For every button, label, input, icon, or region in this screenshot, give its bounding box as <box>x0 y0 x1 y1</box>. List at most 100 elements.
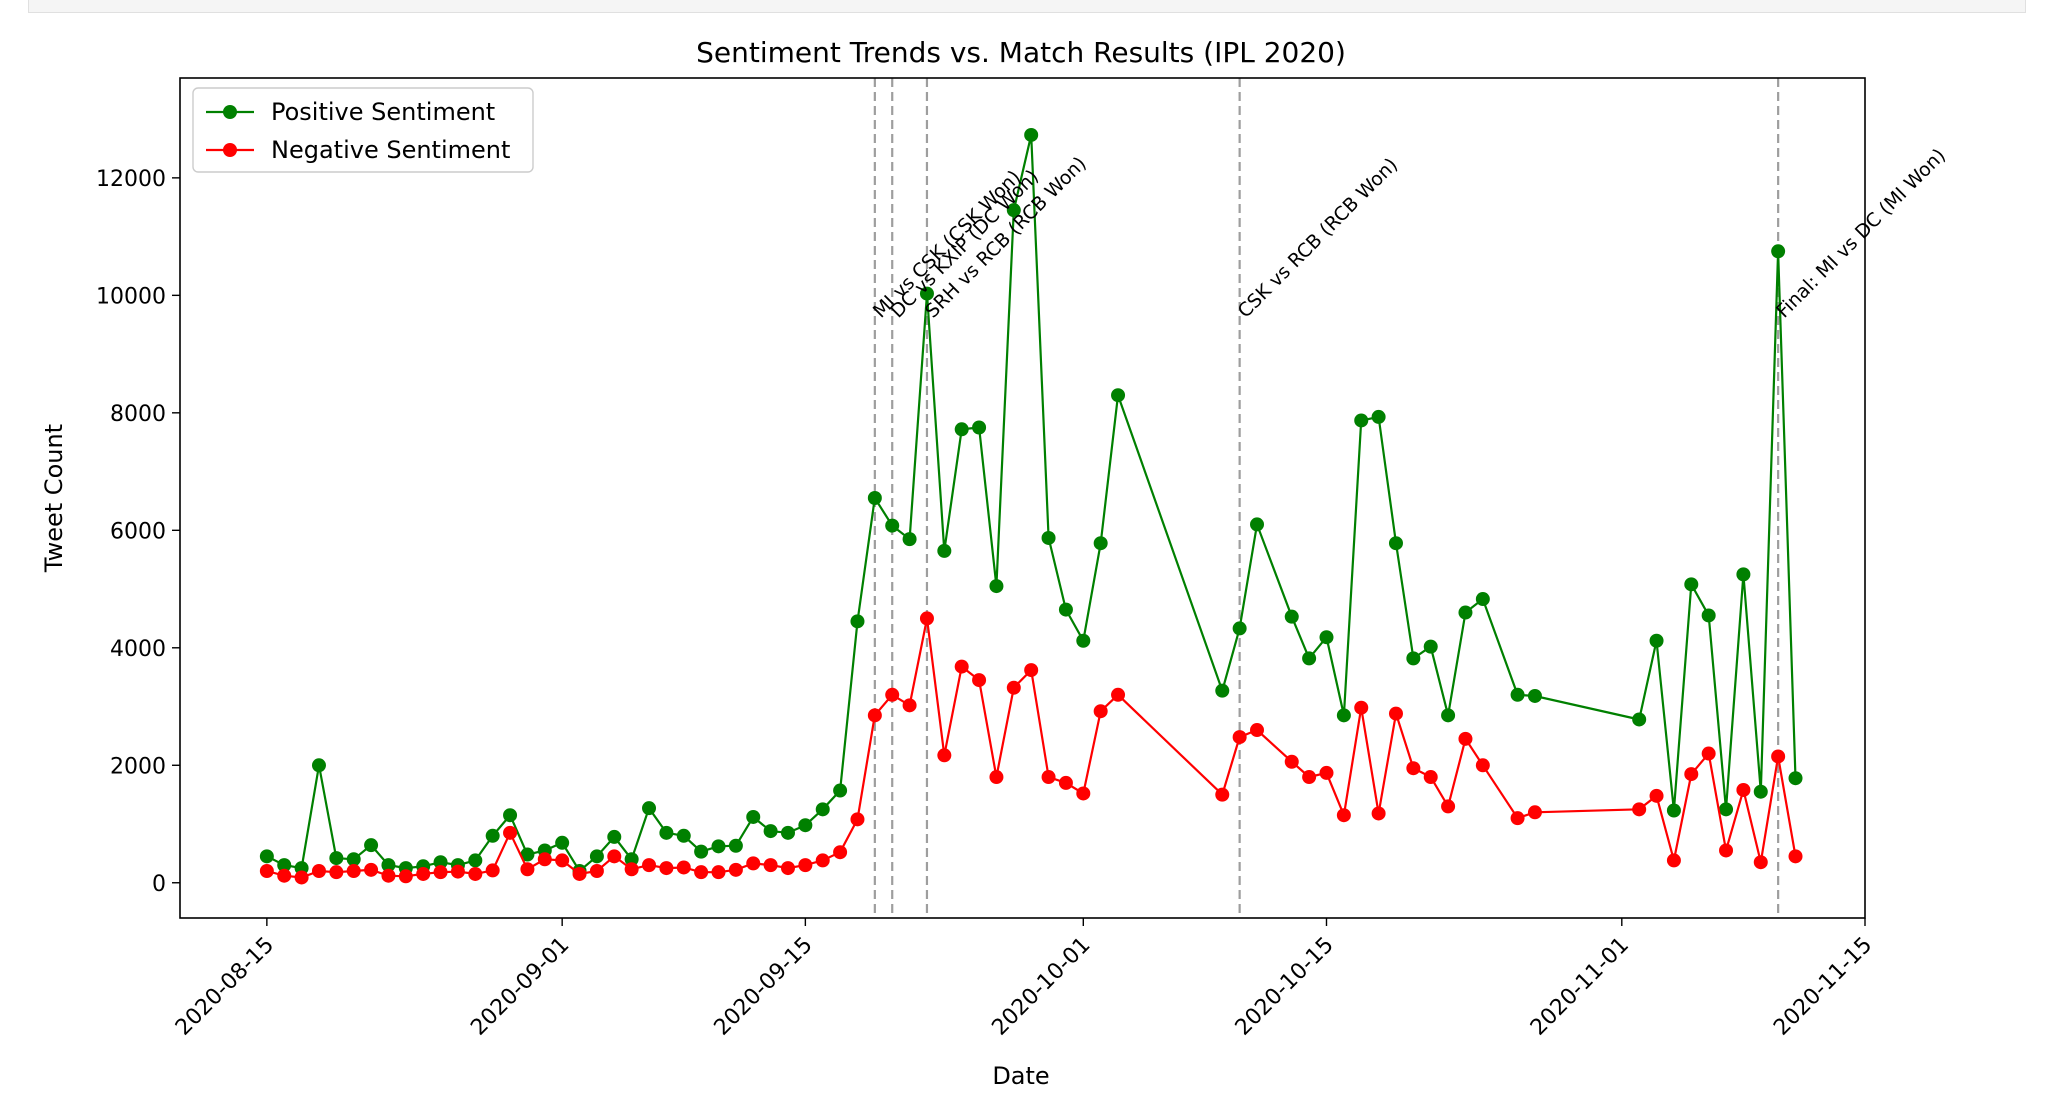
series-0-point-25 <box>694 844 709 859</box>
series-1-point-63 <box>1458 731 1473 746</box>
legend-box <box>192 87 534 173</box>
series-0-point-37 <box>902 532 917 547</box>
series-0-point-31 <box>798 818 813 833</box>
series-0-point-29 <box>763 824 778 839</box>
legend-label-1: Negative Sentiment <box>271 136 510 164</box>
y-tick-label-5: 10000 <box>96 284 166 309</box>
series-1-point-12 <box>468 866 483 881</box>
series-0-point-54 <box>1302 651 1317 666</box>
series-1-point-37 <box>902 698 917 713</box>
series-1-point-23 <box>659 861 674 876</box>
series-1-point-72 <box>1719 843 1734 858</box>
series-0-point-14 <box>503 808 518 823</box>
series-1-point-29 <box>763 858 778 873</box>
series-0-point-72 <box>1719 802 1734 817</box>
series-0-point-47 <box>1076 633 1091 648</box>
series-1-point-71 <box>1701 746 1716 761</box>
series-1-point-42 <box>989 770 1004 785</box>
series-0-point-48 <box>1093 536 1108 551</box>
series-1-point-59 <box>1388 706 1403 721</box>
series-1-point-53 <box>1284 754 1299 769</box>
legend-marker-1 <box>223 143 237 157</box>
series-0-point-40 <box>954 422 969 437</box>
series-1-point-64 <box>1475 758 1490 773</box>
series-1-point-41 <box>972 673 987 688</box>
series-0-point-42 <box>989 579 1004 594</box>
legend: Positive Sentiment Negative Sentiment <box>192 87 534 173</box>
series-0-point-76 <box>1788 771 1803 786</box>
x-tick-label-1: 2020-09-01 <box>466 933 574 1041</box>
match-label-3: CSK vs RCB (RCB Won) <box>1234 154 1403 323</box>
series-1-point-38 <box>919 611 934 626</box>
series-1-point-6 <box>364 862 379 877</box>
series-0-point-23 <box>659 825 674 840</box>
series-0-point-53 <box>1284 609 1299 624</box>
series-1-point-31 <box>798 858 813 873</box>
series-1-point-36 <box>885 687 900 702</box>
series-0-point-10 <box>433 855 448 870</box>
series-1-point-55 <box>1319 765 1334 780</box>
y-tick-label-2: 4000 <box>110 637 166 662</box>
series-0-point-46 <box>1058 602 1073 617</box>
series-1-point-30 <box>780 861 795 876</box>
series-1-point-44 <box>1024 663 1039 678</box>
series-0-point-55 <box>1319 630 1334 645</box>
legend-marker-0 <box>223 105 237 119</box>
series-0-point-34 <box>850 614 865 629</box>
series-0-point-43 <box>1006 203 1021 218</box>
match-label-4: Final: MI vs DC (MI Won) <box>1772 144 1950 322</box>
series-1-point-57 <box>1354 700 1369 715</box>
series-1-point-5 <box>346 864 361 879</box>
series-0-point-49 <box>1111 388 1126 403</box>
x-tick-label-0: 2020-08-15 <box>171 933 279 1041</box>
series-1-point-46 <box>1058 775 1073 790</box>
series-0-point-4 <box>329 851 344 866</box>
series-1-point-43 <box>1006 680 1021 695</box>
series-0-point-51 <box>1232 621 1247 636</box>
series-1-point-4 <box>329 865 344 880</box>
series-0-point-17 <box>555 835 570 850</box>
match-label-1: DC vs KXIP (DC Won) <box>886 166 1043 323</box>
series-1-point-56 <box>1336 808 1351 823</box>
series-0-point-59 <box>1388 536 1403 551</box>
series-line-0 <box>266 134 1797 873</box>
series-1-point-65 <box>1510 811 1525 826</box>
series-0-point-63 <box>1458 605 1473 620</box>
series-1-point-60 <box>1406 761 1421 776</box>
series-0-point-75 <box>1771 244 1786 259</box>
series-1-point-75 <box>1771 749 1786 764</box>
series-1-point-35 <box>867 708 882 723</box>
series-0-point-39 <box>937 543 952 558</box>
series-0-point-50 <box>1215 683 1230 698</box>
series-0-point-62 <box>1441 708 1456 723</box>
series-1-point-8 <box>398 869 413 884</box>
series-1-point-48 <box>1093 704 1108 719</box>
series-1-point-61 <box>1423 770 1438 785</box>
series-0-point-19 <box>589 849 604 864</box>
series-1-point-54 <box>1302 770 1317 785</box>
y-axis-label: Tweet Count <box>40 424 68 573</box>
y-tick-label-6: 12000 <box>96 167 166 192</box>
series-0-point-22 <box>642 801 657 816</box>
plot-frame <box>179 77 1866 919</box>
series-1-point-21 <box>624 862 639 877</box>
series-1-point-73 <box>1736 782 1751 797</box>
series-1-point-76 <box>1788 849 1803 864</box>
chart-title: Sentiment Trends vs. Match Results (IPL … <box>696 36 1346 69</box>
series-1-point-24 <box>676 860 691 875</box>
series-0-point-38 <box>919 286 934 301</box>
series-0-point-12 <box>468 853 483 868</box>
series-1-point-25 <box>694 865 709 880</box>
series-0-point-71 <box>1701 608 1716 623</box>
series-0-point-28 <box>746 809 761 824</box>
series-0-point-66 <box>1527 688 1542 703</box>
series-1-point-22 <box>642 858 657 873</box>
series-1-point-20 <box>607 849 622 864</box>
series-0-point-44 <box>1024 127 1039 142</box>
series-1-point-14 <box>503 825 518 840</box>
y-tick-label-4: 8000 <box>110 402 166 427</box>
series-1-point-13 <box>485 863 500 878</box>
series-0-point-26 <box>711 839 726 854</box>
series-0-point-45 <box>1041 530 1056 545</box>
x-tick-label-5: 2020-11-01 <box>1526 933 1634 1041</box>
